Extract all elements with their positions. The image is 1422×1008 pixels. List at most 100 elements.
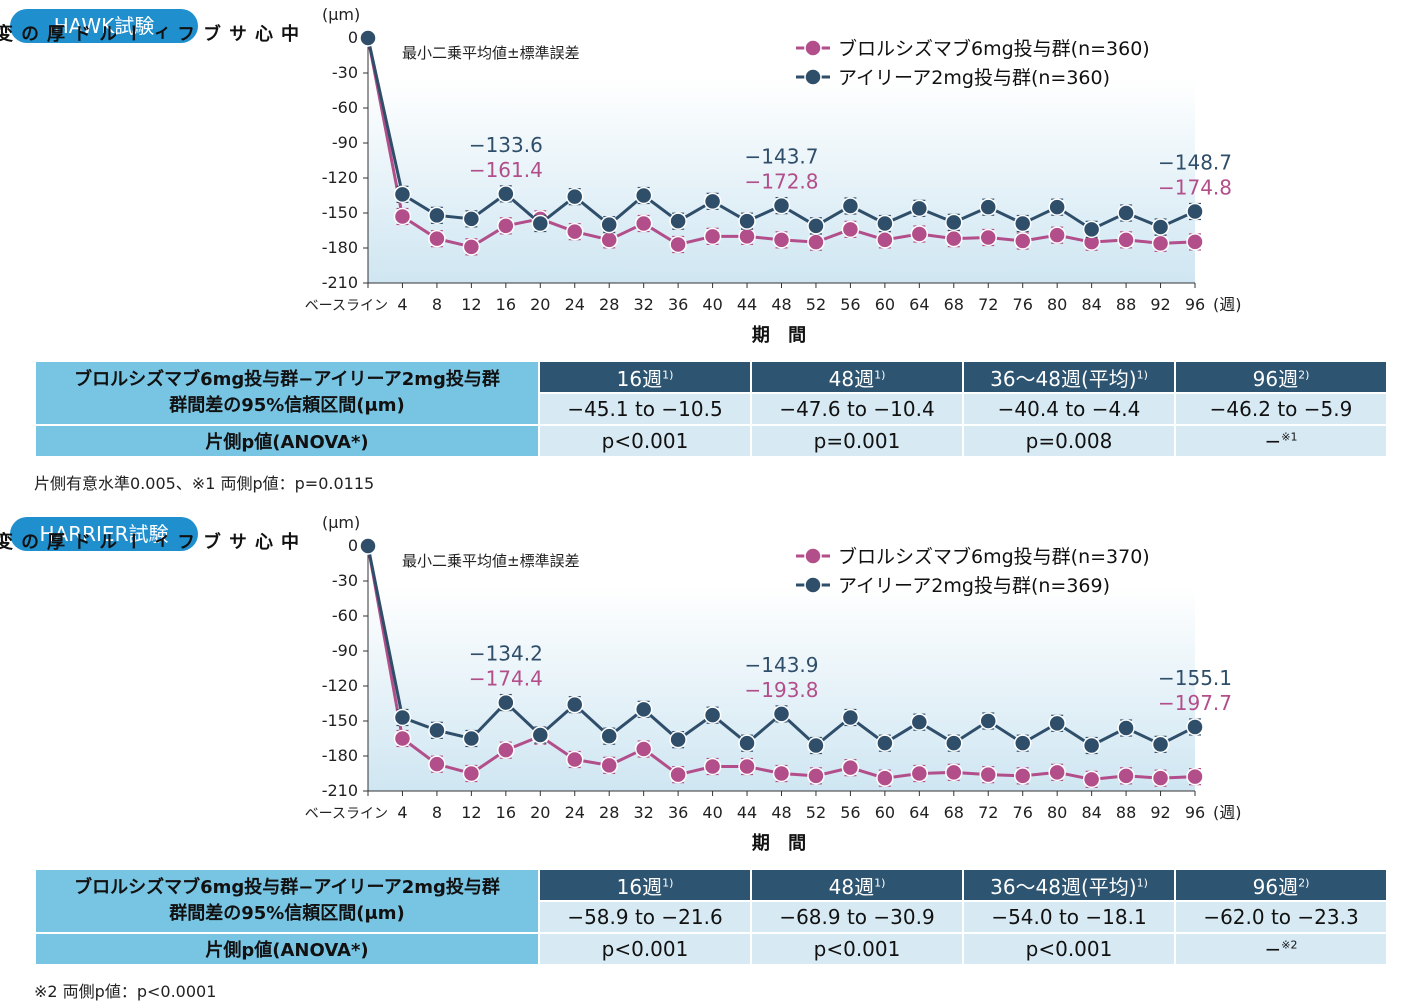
brolucizumab-point <box>841 220 860 239</box>
legend-marker <box>804 576 822 594</box>
header-cell: 36〜48週(平均)1) <box>964 362 1174 392</box>
aflibercept-point <box>979 198 997 216</box>
header-cell: 96週2) <box>1176 870 1386 900</box>
aflibercept-point <box>910 199 929 218</box>
x-tick-label: 80 <box>1047 803 1067 822</box>
brolucizumab-point <box>1117 231 1135 249</box>
x-tick-label: 76 <box>1013 803 1033 822</box>
y-tick-label: -120 <box>322 676 358 695</box>
brolucizumab-point <box>945 229 963 248</box>
brolucizumab-point <box>1186 767 1204 786</box>
p-value-label: 片側p値(ANOVA*) <box>36 934 538 964</box>
aflibercept-point <box>1117 204 1135 222</box>
ci-cell: −54.0 to −18.1 <box>964 902 1174 932</box>
x-tick-label: 68 <box>944 803 964 822</box>
data-label-aflibercept: −143.9 <box>744 653 818 677</box>
x-tick-label: 92 <box>1150 803 1170 822</box>
aflibercept-point <box>1048 714 1066 733</box>
brolucizumab-point <box>841 758 860 777</box>
y-tick-label: -90 <box>332 133 358 152</box>
brolucizumab-point <box>497 217 515 235</box>
aflibercept-point <box>738 734 756 752</box>
aflibercept-point <box>428 206 446 225</box>
y-unit-label: (μm) <box>322 5 360 24</box>
brolucizumab-point <box>1151 769 1170 787</box>
brolucizumab-point <box>1117 767 1135 785</box>
x-tick-label: 84 <box>1081 295 1101 314</box>
data-label-aflibercept: −143.7 <box>744 145 818 169</box>
aflibercept-point <box>462 729 481 748</box>
brolucizumab-point <box>1048 763 1066 782</box>
x-tick-label: 48 <box>771 295 791 314</box>
brolucizumab-point <box>945 763 963 782</box>
x-tick-label: 60 <box>875 295 895 314</box>
y-axis-title: 中心サブフィールド厚の変化量 <box>0 532 299 551</box>
y-tick-label: -120 <box>322 168 358 187</box>
ci-cell: −62.0 to −23.3 <box>1176 902 1386 932</box>
y-tick-label: -210 <box>322 273 358 292</box>
header-cell: 16週1) <box>540 870 750 900</box>
x-unit-label: (週) <box>1213 803 1242 822</box>
header-cell: 48週1) <box>752 870 962 900</box>
x-tick-label: 52 <box>806 803 826 822</box>
x-tick-label: 16 <box>496 295 516 314</box>
brolucizumab-point <box>1186 233 1204 251</box>
data-label-brolucizumab: −174.8 <box>1158 175 1232 199</box>
x-tick-label: 4 <box>397 803 407 822</box>
brolucizumab-point <box>462 764 481 783</box>
x-tick-label: 68 <box>944 295 964 314</box>
x-tick-label: 52 <box>806 295 826 314</box>
x-tick-label: 56 <box>840 803 860 822</box>
x-tick-label: ベースライン <box>305 298 388 314</box>
aflibercept-point <box>669 730 687 749</box>
header-cell: 36〜48週(平均)1) <box>964 870 1174 900</box>
aflibercept-point <box>600 727 618 745</box>
x-tick-label: 64 <box>909 295 929 314</box>
aflibercept-point <box>600 215 618 234</box>
x-tick-label: 96 <box>1185 295 1205 314</box>
aflibercept-point <box>428 721 446 740</box>
data-label-brolucizumab: −161.4 <box>469 158 543 182</box>
aflibercept-point <box>497 693 515 712</box>
trial-badge: HAWK試験 <box>10 9 198 43</box>
p-cell: p=0.008 <box>964 426 1174 456</box>
p-cell: −※1 <box>1176 426 1386 456</box>
brolucizumab-point <box>669 235 687 254</box>
p-cell: p=0.001 <box>752 426 962 456</box>
brolucizumab-point <box>772 764 791 783</box>
y-unit-label: (μm) <box>322 513 360 532</box>
aflibercept-point <box>669 212 687 230</box>
y-tick-label: -30 <box>332 63 358 82</box>
ci-cell: −47.6 to −10.4 <box>752 394 962 424</box>
hawk-line-chart: 0-30-60-90-120-150-180-210(μm)ベースライン 4 8 12… <box>305 5 1242 346</box>
legend-marker <box>804 68 822 86</box>
p-cell: p<0.001 <box>752 934 962 964</box>
brolucizumab-point <box>634 214 653 233</box>
brolucizumab-point <box>566 750 584 769</box>
x-tick-label: 24 <box>565 295 585 314</box>
x-axis-title: 期 間 <box>752 325 812 346</box>
trial-badge: HARRIER試験 <box>10 517 198 551</box>
x-tick-label: 56 <box>840 295 860 314</box>
ci-cell: −68.9 to −30.9 <box>752 902 962 932</box>
brolucizumab-point <box>1082 770 1101 789</box>
x-tick-label: 8 <box>432 295 442 314</box>
x-tick-label: 36 <box>668 803 688 822</box>
x-tick-label: 76 <box>1013 295 1033 314</box>
x-tick-label: 44 <box>737 295 757 314</box>
aflibercept-point <box>772 196 791 215</box>
y-tick-label: 0 <box>348 536 358 555</box>
y-tick-label: -210 <box>322 781 358 800</box>
brolucizumab-point <box>1151 234 1170 253</box>
brolucizumab-point <box>738 757 756 776</box>
brolucizumab-point <box>1013 767 1032 785</box>
aflibercept-point <box>945 213 963 232</box>
x-tick-label: ベースライン <box>305 806 388 822</box>
brolucizumab-point <box>428 755 446 773</box>
brolucizumab-point <box>393 729 412 748</box>
y-tick-label: 0 <box>348 28 358 47</box>
footnote: ※2 両側p値：p<0.0001 <box>34 982 217 1001</box>
p-cell: p<0.001 <box>540 426 750 456</box>
aflibercept-point <box>634 186 653 205</box>
aflibercept-point <box>497 185 515 203</box>
